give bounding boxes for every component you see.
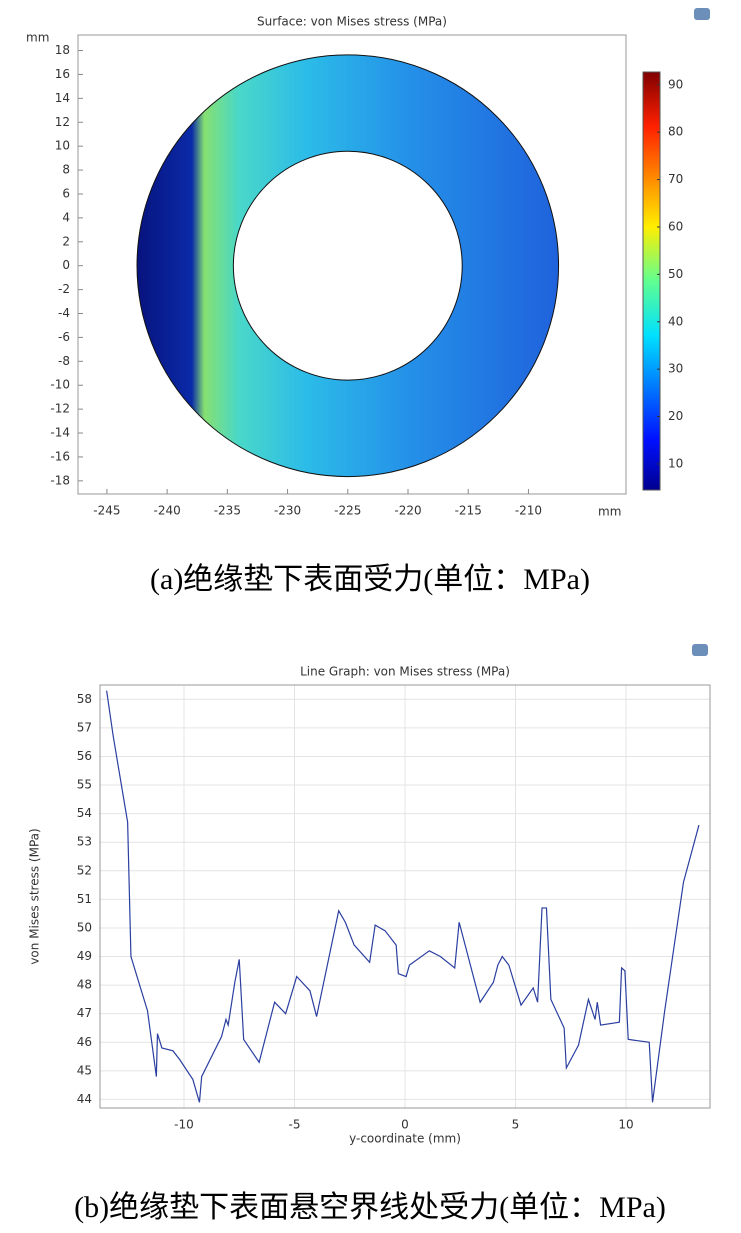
y-tick-label: 16 — [55, 67, 70, 81]
plot-frame — [99, 684, 711, 1109]
x-tick-label: 10 — [618, 1118, 633, 1132]
x-tick-label: -225 — [334, 504, 361, 518]
export-icon[interactable] — [692, 644, 708, 656]
y-tick-label: -18 — [50, 473, 70, 487]
y-tick-label: 2 — [62, 234, 70, 248]
x-tick-label: -240 — [154, 504, 181, 518]
x-tick-label: -215 — [455, 504, 482, 518]
colorbar-label: 30 — [668, 362, 683, 376]
y-tick-label: -6 — [58, 330, 70, 344]
y-tick-label: -16 — [50, 449, 70, 463]
y-tick-label: 51 — [77, 892, 92, 906]
chart-title: Surface: von Mises stress (MPa) — [257, 15, 447, 29]
plot-frame — [77, 34, 627, 495]
y-tick-label: 55 — [77, 778, 92, 792]
y-tick-label: 47 — [77, 1006, 92, 1020]
y-tick-label: 45 — [77, 1063, 92, 1077]
colorbar-label: 20 — [668, 409, 683, 423]
y-tick-label: 4 — [62, 210, 70, 224]
y-tick-label: 50 — [77, 920, 92, 934]
colorbar-label: 60 — [668, 219, 683, 233]
y-tick-label: -4 — [58, 306, 70, 320]
y-tick-label: 8 — [62, 163, 70, 177]
colorbar-label: 50 — [668, 267, 683, 281]
y-tick-label: 12 — [55, 115, 70, 129]
y-tick-label: 48 — [77, 978, 92, 992]
y-tick-label: 49 — [77, 949, 92, 963]
y-tick-label: 44 — [77, 1092, 92, 1106]
y-axis-label: von Mises stress (MPa) — [28, 828, 42, 964]
y-tick-label: 54 — [77, 806, 92, 820]
x-tick-label: 0 — [401, 1118, 409, 1132]
colorbar-label: 40 — [668, 314, 683, 328]
colorbar-label: 90 — [668, 77, 683, 91]
y-tick-label: -14 — [50, 426, 70, 440]
x-tick-label: 5 — [512, 1118, 520, 1132]
y-tick-label: 58 — [77, 692, 92, 706]
y-tick-label: 18 — [55, 43, 70, 57]
caption: (b)绝缘垫下表面悬空界线处受力(单位：MPa) — [74, 1191, 666, 1224]
stress-annulus — [136, 54, 560, 477]
colorbar-label: 80 — [668, 125, 683, 139]
colorbar-label: 70 — [668, 172, 683, 186]
y-tick-label: 52 — [77, 863, 92, 877]
y-tick-label: 10 — [55, 139, 70, 153]
y-tick-label: -10 — [50, 378, 70, 392]
y-tick-label: 46 — [77, 1035, 92, 1049]
y-tick-label: 6 — [62, 186, 70, 200]
y-tick-label: -8 — [58, 354, 70, 368]
y-tick-label: -12 — [50, 402, 70, 416]
y-axis-label: mm — [26, 31, 49, 45]
x-axis-label: y-coordinate (mm) — [349, 1132, 461, 1146]
caption: (a)绝缘垫下表面受力(单位：MPa) — [150, 563, 590, 596]
x-tick-label: -245 — [93, 504, 120, 518]
colorbar-label: 10 — [668, 456, 683, 470]
export-icon[interactable] — [694, 8, 710, 20]
x-tick-label: -230 — [274, 504, 301, 518]
y-tick-label: -2 — [58, 282, 70, 296]
y-tick-label: 14 — [55, 91, 70, 105]
x-tick-label: -10 — [174, 1118, 194, 1132]
x-axis-label: mm — [598, 505, 621, 519]
y-tick-label: 57 — [77, 720, 92, 734]
x-tick-label: -220 — [394, 504, 421, 518]
y-tick-label: 0 — [62, 258, 70, 272]
y-tick-label: 56 — [77, 749, 92, 763]
x-tick-label: -210 — [515, 504, 542, 518]
x-tick-label: -5 — [289, 1118, 301, 1132]
data-line — [106, 690, 700, 1103]
colorbar — [642, 71, 661, 491]
chart-title: Line Graph: von Mises stress (MPa) — [300, 665, 510, 679]
x-tick-label: -235 — [214, 504, 241, 518]
y-tick-label: 53 — [77, 835, 92, 849]
